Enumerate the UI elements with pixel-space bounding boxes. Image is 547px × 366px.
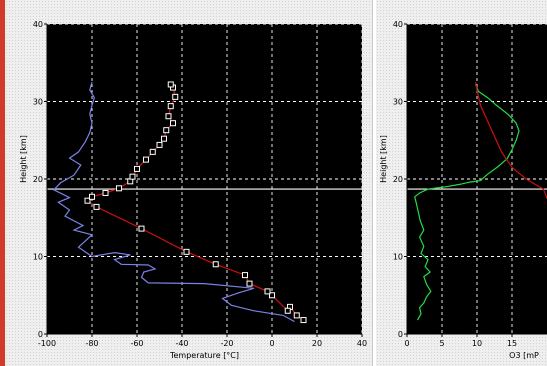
x-tick-label: 15 bbox=[507, 339, 517, 348]
data-point-marker bbox=[165, 113, 172, 120]
y-tick-label: 0 bbox=[398, 330, 403, 339]
y-tick-label: 30 bbox=[33, 98, 43, 107]
data-point-marker bbox=[269, 292, 275, 299]
temperature-chart: -100 -80 -60 -40 -20 0 20 40 0 10 20 30 40 Temperatur… bbox=[19, 20, 367, 360]
x-tick-label: -100 bbox=[38, 339, 56, 348]
panel-splitter[interactable] bbox=[372, 0, 376, 366]
y-tick-label: 10 bbox=[393, 253, 403, 262]
y-tick-label: 10 bbox=[33, 253, 43, 262]
x-tick-label: 0 bbox=[269, 339, 274, 348]
y-tick-label: 40 bbox=[33, 20, 43, 29]
data-point-marker bbox=[284, 307, 291, 314]
y-axis-label: Height [km] bbox=[379, 135, 388, 183]
x-tick-label: -60 bbox=[130, 339, 143, 348]
data-point-marker bbox=[149, 148, 156, 155]
data-point-marker bbox=[167, 103, 174, 110]
x-tick-label: 40 bbox=[357, 339, 367, 348]
x-tick-label: 20 bbox=[312, 339, 322, 348]
data-point-marker bbox=[172, 93, 179, 100]
series-line bbox=[475, 81, 547, 200]
temperature-grid bbox=[47, 24, 362, 334]
data-point-marker bbox=[293, 312, 300, 319]
temperature-series-1 bbox=[84, 81, 307, 324]
x-tick-label: -20 bbox=[220, 339, 233, 348]
temperature-series-2 bbox=[52, 81, 295, 323]
ozone-series-2 bbox=[475, 81, 547, 200]
x-axis-label: O3 [mP bbox=[509, 351, 539, 360]
data-point-marker bbox=[93, 203, 100, 210]
data-point-marker bbox=[167, 81, 174, 88]
data-point-marker bbox=[156, 141, 163, 148]
data-point-marker bbox=[170, 120, 176, 127]
x-tick-label: -80 bbox=[85, 339, 98, 348]
data-point-marker bbox=[134, 165, 140, 172]
data-point-marker bbox=[89, 193, 95, 200]
data-point-marker bbox=[183, 248, 190, 255]
x-tick-label: 0 bbox=[404, 339, 409, 348]
y-tick-label: 40 bbox=[393, 20, 403, 29]
data-point-marker bbox=[102, 189, 109, 196]
series-line bbox=[414, 84, 520, 321]
data-point-marker bbox=[143, 156, 149, 163]
series-line bbox=[52, 81, 295, 323]
y-tick-label: 20 bbox=[33, 175, 43, 184]
y-tick-label: 0 bbox=[38, 330, 43, 339]
y-axis-label: Height [km] bbox=[19, 135, 28, 183]
data-point-marker bbox=[129, 173, 136, 180]
x-tick-label: 5 bbox=[439, 339, 444, 348]
ozone-series-1 bbox=[414, 84, 520, 321]
data-point-marker bbox=[212, 261, 219, 268]
data-point-marker bbox=[242, 272, 248, 279]
window-edge-accent bbox=[0, 0, 5, 366]
data-point-marker bbox=[300, 317, 307, 324]
data-point-marker bbox=[138, 225, 145, 232]
data-point-marker bbox=[161, 135, 167, 142]
y-tick-label: 30 bbox=[393, 98, 403, 107]
ozone-chart: 0 5 10 15 0 10 20 30 40 O3 [mP Height [km] bbox=[379, 20, 547, 360]
y-tick-label: 20 bbox=[393, 175, 403, 184]
data-point-marker bbox=[264, 288, 271, 295]
x-tick-label: -40 bbox=[175, 339, 188, 348]
x-axis-label: Temperature [°C] bbox=[169, 351, 239, 360]
data-point-marker bbox=[84, 197, 91, 204]
x-tick-label: 10 bbox=[472, 339, 482, 348]
data-point-marker bbox=[163, 127, 170, 134]
data-point-marker bbox=[246, 280, 253, 287]
data-point-marker bbox=[116, 185, 122, 192]
